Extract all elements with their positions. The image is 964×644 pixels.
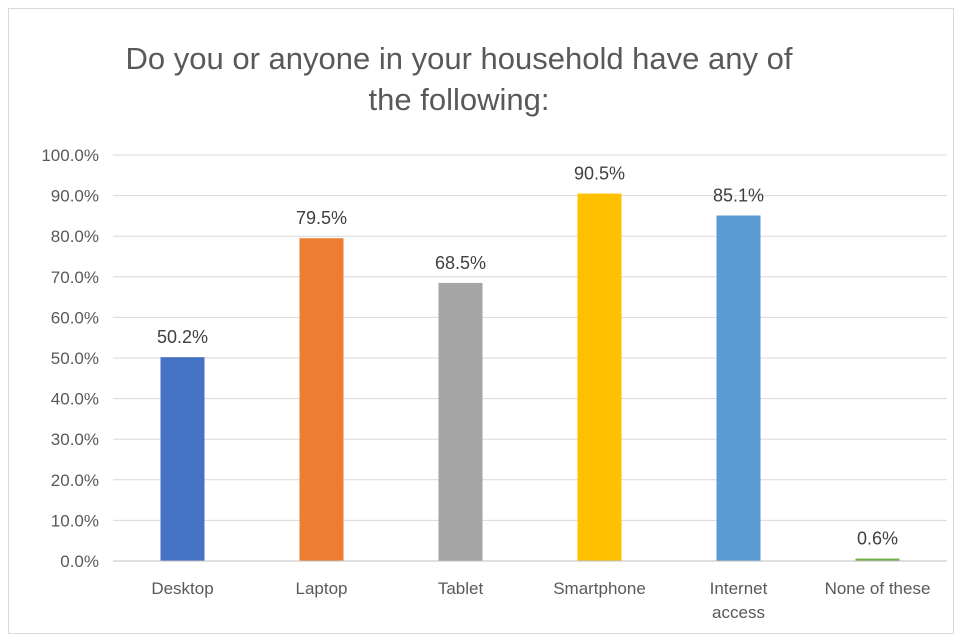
data-label: 0.6% bbox=[857, 529, 898, 549]
bar-none-of-these bbox=[855, 558, 900, 561]
data-label: 90.5% bbox=[574, 164, 625, 184]
gridlines bbox=[113, 154, 947, 521]
y-tick-label: 90.0% bbox=[51, 187, 99, 206]
bar-tablet bbox=[438, 282, 483, 561]
y-tick-label: 50.0% bbox=[51, 349, 99, 368]
x-axis-category-labels: Desktop Laptop Tablet Smartphone Internet acc… bbox=[151, 579, 930, 622]
chart-title: Do you or anyone in your household have … bbox=[126, 41, 793, 117]
y-tick-label: 30.0% bbox=[51, 430, 99, 449]
x-category-label: Tablet bbox=[438, 579, 484, 598]
x-category-label: Smartphone bbox=[553, 579, 646, 598]
bars bbox=[160, 193, 900, 562]
data-label: 68.5% bbox=[435, 253, 486, 273]
x-category-label: Internet access bbox=[710, 579, 768, 622]
y-tick-label: 80.0% bbox=[51, 227, 99, 246]
y-axis-tick-labels: 0.0% 10.0% 20.0% 30.0% 40.0% 50.0% 60.0% 70.0% 8… bbox=[41, 146, 99, 571]
y-tick-label: 10.0% bbox=[51, 511, 99, 530]
data-label: 85.1% bbox=[713, 185, 764, 205]
y-tick-label: 70.0% bbox=[51, 268, 99, 287]
chart-area: Do you or anyone in your household have … bbox=[8, 8, 954, 634]
bar-chart: Do you or anyone in your household have … bbox=[41, 41, 947, 622]
chart-title-line-2: the following: bbox=[369, 82, 550, 117]
y-tick-label: 100.0% bbox=[41, 146, 99, 165]
chart-title-line-1: Do you or anyone in your household have … bbox=[126, 41, 793, 76]
bar-laptop bbox=[299, 238, 344, 562]
y-tick-label: 0.0% bbox=[60, 552, 99, 571]
data-labels: 50.2% 79.5% 68.5% 90.5% 85.1% 0.6% bbox=[157, 164, 898, 549]
x-category-label: Laptop bbox=[296, 579, 348, 598]
y-tick-label: 20.0% bbox=[51, 471, 99, 490]
x-category-label: Desktop bbox=[151, 579, 213, 598]
bar-internet-access bbox=[716, 215, 761, 561]
bar-smartphone bbox=[577, 193, 622, 561]
y-tick-label: 40.0% bbox=[51, 390, 99, 409]
x-category-label: None of these bbox=[825, 579, 931, 598]
data-label: 50.2% bbox=[157, 327, 208, 347]
data-label: 79.5% bbox=[296, 208, 347, 228]
y-tick-label: 60.0% bbox=[51, 308, 99, 327]
bar-desktop bbox=[160, 357, 205, 561]
